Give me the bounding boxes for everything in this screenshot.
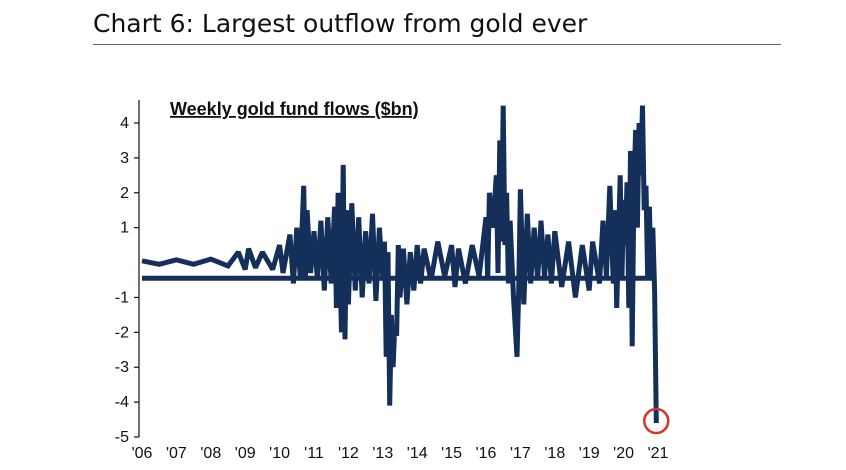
x-tick-label: '10 bbox=[269, 445, 290, 462]
y-tick-label: 2 bbox=[120, 185, 129, 202]
y-tick-label: 3 bbox=[120, 150, 129, 167]
y-tick-label: -5 bbox=[115, 429, 129, 446]
x-tick-label: '18 bbox=[544, 445, 565, 462]
x-axis: '06 '07 '08 '09 '10 '11 '12 '13 '14 '15 '16 '17 '18 '… bbox=[132, 445, 669, 462]
series-flows bbox=[141, 105, 659, 424]
x-tick-label: '12 bbox=[338, 445, 359, 462]
x-tick-label: '21 bbox=[648, 445, 669, 462]
x-tick-label: '16 bbox=[476, 445, 497, 462]
y-axis: 4 3 2 1 -1 -2 -3 -4 -5 bbox=[115, 115, 139, 446]
y-tick-label: -2 bbox=[115, 324, 129, 341]
x-tick-label: '19 bbox=[579, 445, 600, 462]
largest-outflow-marker bbox=[643, 407, 670, 435]
x-tick-label: '14 bbox=[407, 445, 428, 462]
y-tick-label: -4 bbox=[115, 394, 129, 411]
x-tick-label: '06 bbox=[132, 445, 153, 462]
page-title: Chart 6: Largest outflow from gold ever bbox=[93, 9, 588, 38]
title-divider bbox=[93, 44, 781, 45]
x-tick-label: '07 bbox=[166, 445, 187, 462]
flows-series-line bbox=[141, 105, 659, 424]
x-tick-label: '08 bbox=[200, 445, 221, 462]
y-tick-label: -1 bbox=[115, 289, 129, 306]
x-tick-label: '09 bbox=[235, 445, 256, 462]
y-tick-label: 4 bbox=[120, 115, 129, 132]
x-tick-label: '17 bbox=[510, 445, 531, 462]
x-tick-label: '20 bbox=[613, 445, 634, 462]
x-tick-label: '13 bbox=[372, 445, 393, 462]
y-tick-label: 1 bbox=[120, 220, 129, 237]
x-tick-label: '11 bbox=[304, 445, 324, 462]
x-tick-label: '15 bbox=[441, 445, 462, 462]
y-tick-label: -3 bbox=[115, 359, 129, 376]
chart-title: Weekly gold fund flows ($bn) bbox=[170, 99, 419, 119]
